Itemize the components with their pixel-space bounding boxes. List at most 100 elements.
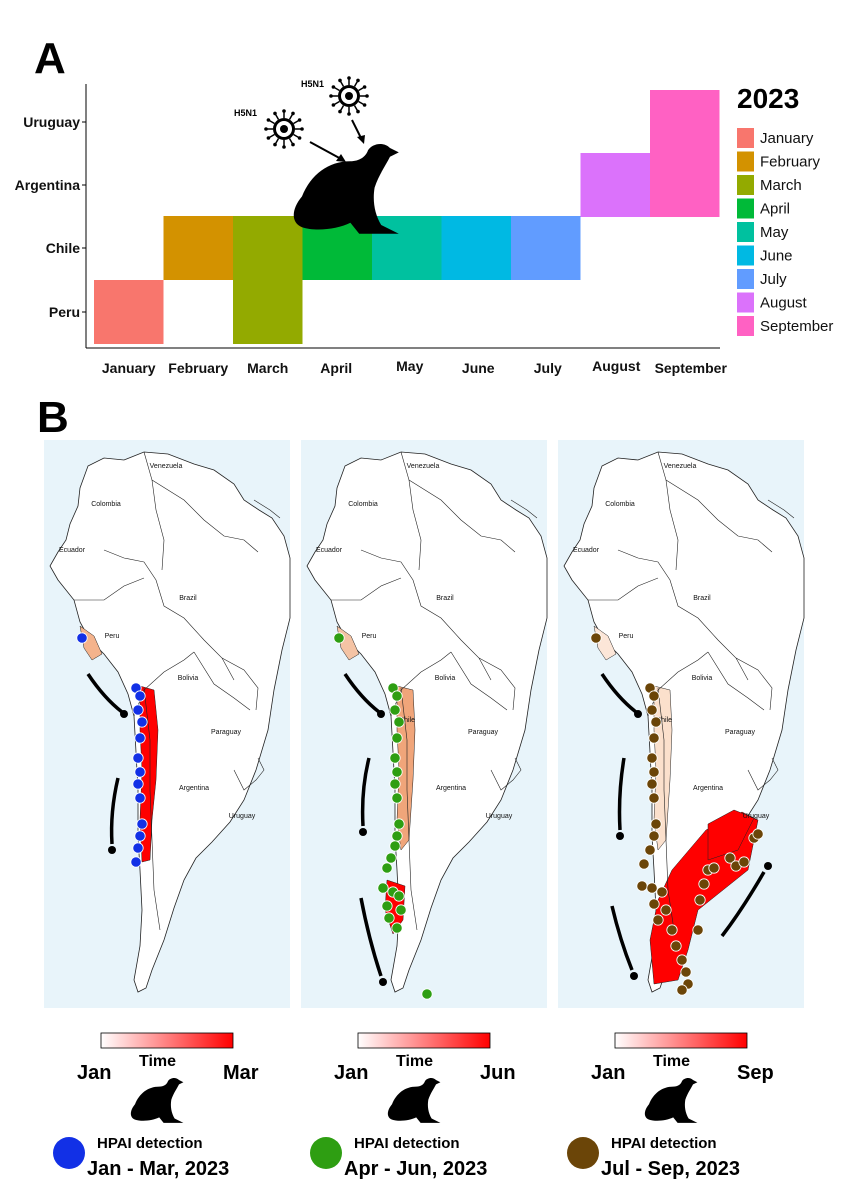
x-tick-label: August: [592, 358, 641, 374]
legend-swatch: [737, 269, 754, 289]
detection-point: [738, 856, 750, 868]
country-border: [253, 499, 281, 519]
y-tick-label: Chile: [46, 240, 80, 256]
country-label: Ecuador: [573, 547, 600, 554]
country-label: Venezuela: [664, 463, 697, 470]
country-border: [360, 549, 492, 681]
migration-arrow: [109, 777, 120, 845]
detection-period-label: Jul - Sep, 2023: [601, 1158, 740, 1180]
x-tick-label: January: [102, 360, 156, 376]
continent-outline: [306, 451, 548, 993]
legend-swatch: [737, 222, 754, 242]
virus-icon: [328, 75, 370, 117]
country-border: [74, 577, 145, 601]
legend-entry-label: September: [760, 318, 833, 335]
country-label: Chile: [399, 717, 415, 724]
detection-point: [391, 922, 403, 934]
legend-swatch: [737, 175, 754, 195]
legend-swatch: [737, 292, 754, 313]
time-gradient-bar: [614, 1032, 748, 1049]
detection-point: [650, 818, 662, 830]
x-tick-label: June: [462, 360, 495, 376]
country-label: Bolivia: [178, 675, 199, 682]
detection-period-label: Apr - Jun, 2023: [344, 1158, 487, 1180]
legend: January February March April May June July Augu…: [737, 128, 833, 336]
virus-label: H5N1: [234, 108, 257, 118]
detection-point: [395, 904, 407, 916]
detection-point: [646, 882, 658, 894]
detection-point: [393, 890, 405, 902]
heatmap-cell: [441, 216, 511, 280]
detection-point: [660, 904, 672, 916]
detection-point: [377, 882, 389, 894]
detection-legend-dot: [567, 1137, 599, 1169]
country-label: Bolivia: [692, 675, 713, 682]
heatmap-chart: Peru Chile Argentina Uruguay January Februar…: [15, 84, 728, 376]
detection-point: [389, 752, 401, 764]
detection-point: [393, 818, 405, 830]
detection-point: [676, 954, 688, 966]
detection-point: [134, 690, 146, 702]
detection-point: [383, 912, 395, 924]
migration-arrow: [720, 871, 766, 938]
country-border: [400, 687, 418, 931]
detection-point: [698, 878, 710, 890]
x-tick-label: March: [247, 360, 288, 376]
detection-point: [694, 894, 706, 906]
detection-point: [132, 842, 144, 854]
detection-point: [646, 752, 658, 764]
country-label: Paraguay: [468, 729, 498, 736]
map-panel: Venezuela Colombia Ecuador Brazil Peru Bolivi…: [44, 440, 291, 1008]
detection-point: [648, 766, 660, 778]
time-start-label: Jan: [591, 1062, 625, 1084]
country-label: Colombia: [348, 501, 378, 508]
detection-point: [670, 940, 682, 952]
detection-point: [134, 830, 146, 842]
time-axis-label: Time: [139, 1053, 176, 1070]
legend-entry-label: June: [760, 248, 793, 265]
x-tick-labels: January February March April May June July Augu…: [102, 358, 728, 376]
detection-point: [389, 704, 401, 716]
country-border: [510, 499, 538, 519]
detection-point: [389, 778, 401, 790]
detection-point: [652, 914, 664, 926]
detection-point: [391, 766, 403, 778]
country-label: Brazil: [693, 595, 711, 602]
legend-entry-label: August: [760, 295, 808, 312]
y-tick-labels: Peru Chile Argentina Uruguay: [15, 114, 86, 320]
detection-point: [680, 966, 692, 978]
country-border: [400, 451, 422, 571]
detection-point: [666, 924, 678, 936]
x-tick-label: February: [168, 360, 228, 376]
country-border: [735, 657, 773, 711]
time-end-label: Sep: [737, 1062, 774, 1084]
x-tick-label: September: [655, 360, 728, 376]
legend-entry-label: January: [760, 130, 814, 147]
legend-entry-label: May: [760, 224, 789, 241]
detection-legend-label: HPAI detection: [354, 1135, 460, 1152]
country-border: [331, 577, 402, 601]
detection-point: [708, 862, 720, 874]
country-border: [707, 651, 765, 711]
detection-point: [648, 732, 660, 744]
arrow-head: [764, 862, 772, 870]
heatmap-cell: [94, 280, 164, 344]
sea-lion-icon: [130, 1078, 184, 1123]
country-label: Uruguay: [229, 813, 256, 820]
detection-point: [389, 840, 401, 852]
migration-arrow: [360, 757, 371, 827]
country-border: [151, 479, 259, 553]
arrow-head: [108, 846, 116, 854]
country-border: [657, 451, 679, 571]
detection-legend-dot: [310, 1137, 342, 1169]
heatmap-cells: [94, 90, 720, 344]
detection-point: [132, 752, 144, 764]
country-border: [143, 451, 165, 571]
detection-point: [656, 886, 668, 898]
migration-arrow: [617, 757, 626, 831]
time-start-label: Jan: [334, 1062, 368, 1084]
country-border: [143, 687, 161, 931]
detection-point: [132, 704, 144, 716]
migration-arrow: [610, 905, 634, 971]
heatmap-cell: [511, 216, 581, 280]
